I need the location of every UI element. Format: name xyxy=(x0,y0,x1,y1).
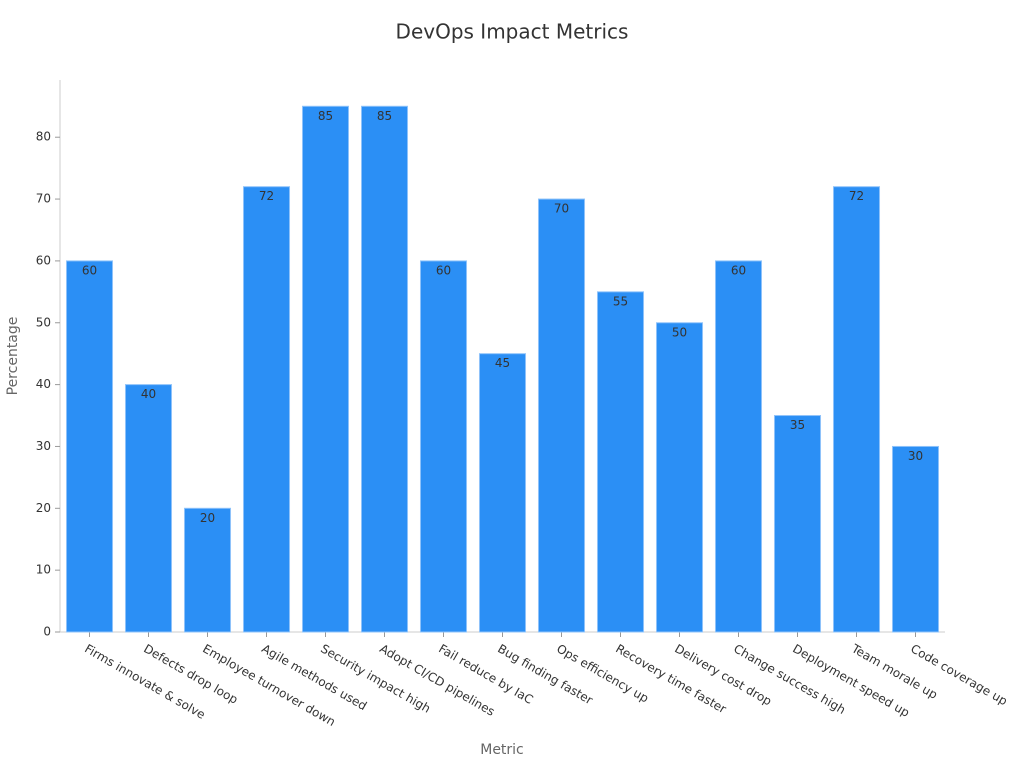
value-label: 72 xyxy=(849,189,864,203)
y-axis-label: Percentage xyxy=(5,317,21,396)
value-label: 45 xyxy=(495,356,510,370)
value-label: 55 xyxy=(613,294,628,308)
y-tick-label: 50 xyxy=(36,315,51,329)
bar xyxy=(832,186,881,633)
value-label: 30 xyxy=(908,449,923,463)
bar xyxy=(891,445,940,633)
x-tick-label: Security impact high xyxy=(318,642,433,716)
bar xyxy=(537,198,586,633)
y-tick-label: 70 xyxy=(36,192,51,206)
y-tick-label: 10 xyxy=(36,563,51,577)
bar xyxy=(301,105,350,633)
bar xyxy=(242,186,291,633)
bar xyxy=(419,260,468,633)
x-tick-label: Code coverage up xyxy=(908,642,1010,709)
value-label: 70 xyxy=(554,202,569,216)
bar xyxy=(478,353,527,633)
value-label: 85 xyxy=(377,109,392,123)
value-label: 35 xyxy=(790,418,805,432)
value-label: 60 xyxy=(731,263,746,277)
y-tick-label: 40 xyxy=(36,377,51,391)
x-axis-label: Metric xyxy=(480,742,524,758)
value-label: 50 xyxy=(672,325,687,339)
bar xyxy=(124,384,173,633)
bar xyxy=(773,415,822,633)
chart-title: DevOps Impact Metrics xyxy=(396,20,629,44)
value-label: 85 xyxy=(318,109,333,123)
value-label: 60 xyxy=(82,263,97,277)
y-tick-label: 30 xyxy=(36,439,51,453)
y-tick-label: 0 xyxy=(43,625,51,639)
bar xyxy=(360,105,409,633)
value-label: 40 xyxy=(141,387,156,401)
y-tick-label: 20 xyxy=(36,501,51,515)
value-label: 72 xyxy=(259,189,274,203)
value-label: 60 xyxy=(436,263,451,277)
y-tick-label: 60 xyxy=(36,253,51,267)
x-tick-label: Delivery cost drop xyxy=(672,642,774,709)
y-tick-label: 80 xyxy=(36,130,51,144)
bar xyxy=(65,260,114,633)
x-tick-label: Recovery time faster xyxy=(613,642,729,717)
bar xyxy=(183,507,232,633)
bar xyxy=(714,260,763,633)
value-label: 20 xyxy=(200,511,215,525)
bar xyxy=(655,322,704,633)
bar xyxy=(596,291,645,633)
